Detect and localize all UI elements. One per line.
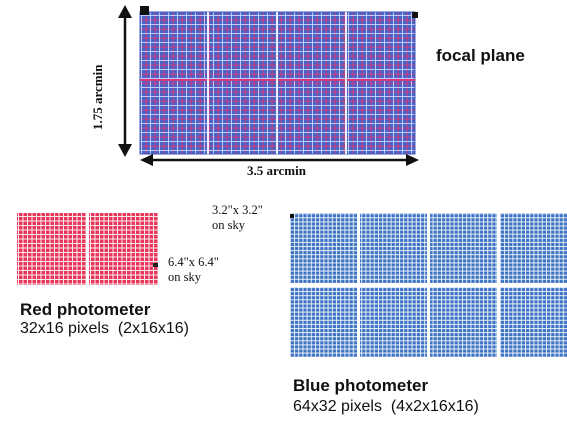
height-label: 1.75 arcmin: [90, 64, 105, 130]
corner-marker: [140, 6, 149, 15]
red-photometer-title: Red photometer: [20, 300, 151, 319]
width-label: 3.5 arcmin: [247, 163, 306, 178]
red-pixel-size-line1: 6.4"x 6.4": [168, 255, 219, 269]
red-pixel-marker: [153, 263, 158, 267]
blue-pixel-size-label: 3.2"x 3.2" on sky: [212, 203, 302, 233]
blue-pixel-size-line1: 3.2"x 3.2": [212, 203, 263, 217]
focal-plane-array: [139, 6, 418, 155]
blue-photometer-title: Blue photometer: [293, 376, 429, 395]
red-photometer-array: [17, 213, 158, 285]
blue-photometer-description: 64x32 pixels (4x2x16x16): [293, 398, 479, 415]
blue-photometer-array: [290, 213, 567, 357]
height-arrow: [118, 5, 132, 157]
red-pixel-size-label: 6.4"x 6.4" on sky: [168, 255, 248, 285]
red-photometer-description: 32x16 pixels (2x16x16): [20, 320, 189, 337]
focal-plane-title: focal plane: [436, 46, 525, 65]
corner-marker: [412, 12, 418, 18]
blue-pixel-size-line2: on sky: [212, 218, 245, 232]
blue-pixel-marker: [290, 214, 294, 218]
red-pixel-size-line2: on sky: [168, 270, 201, 284]
width-arrow: [140, 154, 419, 166]
